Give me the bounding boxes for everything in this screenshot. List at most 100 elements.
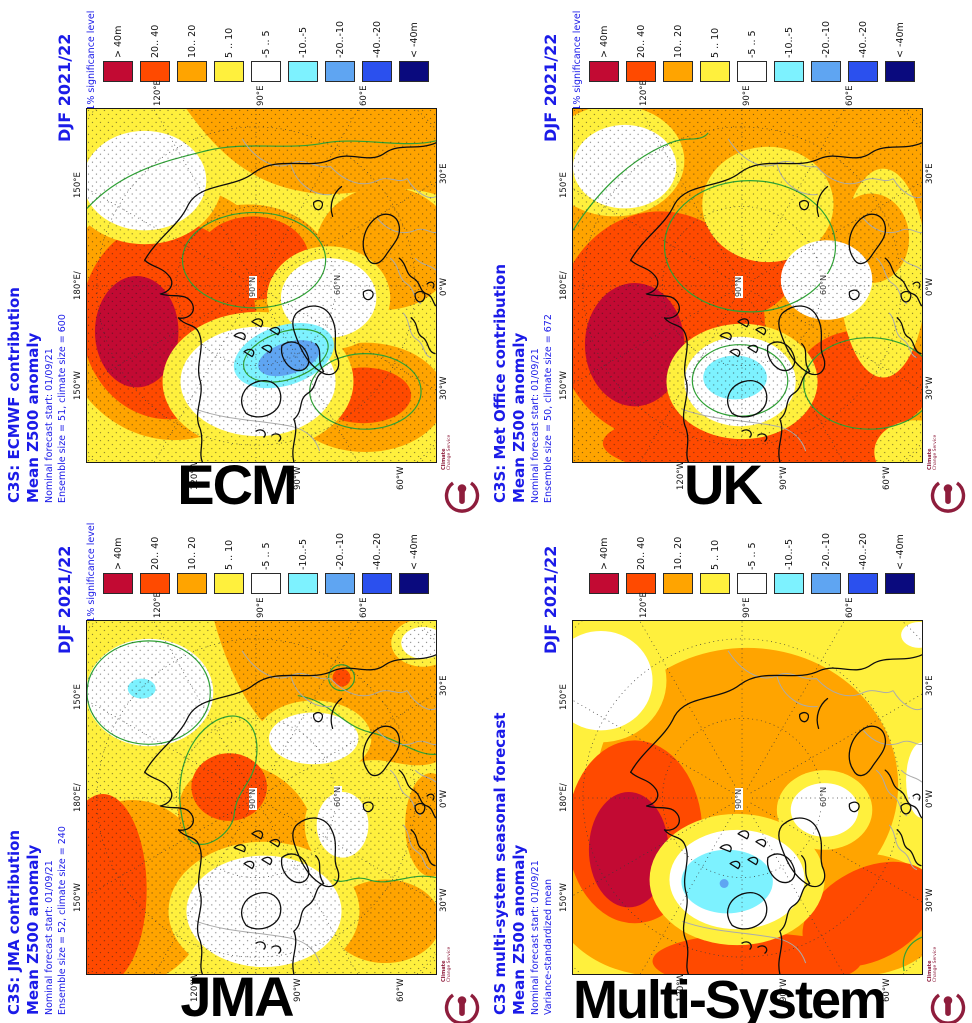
lon-label: 90°E: [256, 85, 266, 106]
legend-entry: -20..-10: [811, 0, 841, 104]
legend-label: -10..-5: [784, 538, 795, 570]
model-title-ecm: ECM: [177, 453, 297, 516]
legend-entry: 10.. 20: [177, 512, 207, 616]
forecast-start-label: Nominal forecast start: 01/09/21: [44, 348, 55, 503]
lon-label: 0°W: [439, 277, 449, 296]
period-label: DJF 2021/22: [55, 545, 74, 654]
logo-text-line2: Change Service: [447, 434, 452, 470]
legend-swatch: [214, 573, 244, 594]
lon-label: 30°E: [439, 675, 449, 696]
legend-swatch: [811, 61, 841, 82]
period-label: DJF 2021/22: [55, 33, 74, 142]
map-multi-system: [572, 620, 923, 975]
legend-entry: -20..-10: [325, 0, 355, 104]
lon-label: 90°E: [742, 597, 752, 618]
legend-label: -20..-10: [335, 20, 346, 58]
legend-entry: 20.. 40: [140, 0, 170, 104]
legend-label: < -40m: [895, 534, 906, 570]
lon-label: 0°W: [439, 789, 449, 808]
color-legend: > 40m 20.. 40 10.. 20 5 .. 10 -5 .. 5 -10..-5…: [589, 512, 915, 616]
lon-label: 60°E: [359, 85, 369, 106]
lon-label: 180°E/: [73, 783, 83, 812]
map-jma: [86, 620, 437, 975]
panel-ecm: DJF 2021/22 Solid contour at 1% signific…: [0, 0, 486, 516]
legend-swatch: [399, 573, 429, 594]
legend-swatch: [251, 61, 281, 82]
legend-entry: > 40m: [103, 0, 133, 104]
legend-entry: 20.. 40: [140, 512, 170, 616]
legend-swatch: [885, 573, 915, 594]
legend-swatch: [700, 61, 730, 82]
legend-label: > 40m: [599, 25, 610, 58]
legend-label: 20.. 40: [636, 536, 647, 570]
legend-swatch: [103, 573, 133, 594]
legend-label: 10.. 20: [187, 536, 198, 570]
legend-entry: 20.. 40: [626, 512, 656, 616]
legend-entry: 5 .. 10: [700, 0, 730, 104]
legend-label: -40..-20: [858, 532, 869, 570]
panel-subheader: Mean Z500 anomaly: [510, 332, 528, 503]
logo-text-line2: Change Service: [447, 946, 452, 982]
lon-label: 120°E: [153, 592, 163, 618]
legend-label: 10.. 20: [673, 536, 684, 570]
color-legend: > 40m 20.. 40 10.. 20 5 .. 10 -5 .. 5 -10..-5…: [589, 0, 915, 104]
legend-entry: 10.. 20: [177, 0, 207, 104]
legend-entry: > 40m: [589, 512, 619, 616]
legend-entry: -10..-5: [288, 512, 318, 616]
legend-label: -40..-20: [858, 20, 869, 58]
legend-swatch: [589, 61, 619, 82]
legend-swatch: [737, 573, 767, 594]
forecast-start-label: Nominal forecast start: 01/09/21: [44, 860, 55, 1015]
legend-entry: 20.. 40: [626, 0, 656, 104]
legend-entry: -40..-20: [848, 512, 878, 616]
c3s-thermometer-icon: [930, 993, 966, 1023]
legend-swatch: [663, 573, 693, 594]
legend-entry: 10.. 20: [663, 512, 693, 616]
legend-swatch: [251, 573, 281, 594]
legend-swatch: [885, 61, 915, 82]
legend-label: < -40m: [409, 22, 420, 58]
legend-label: -10..-5: [298, 538, 309, 570]
legend-entry: -40..-20: [362, 0, 392, 104]
panel-uk: DJF 2021/22 Solid contour at 1% signific…: [486, 0, 972, 513]
legend-swatch: [177, 573, 207, 594]
c3s-thermometer-icon: [930, 481, 966, 513]
lon-label: 90°E: [742, 85, 752, 106]
legend-label: -10..-5: [784, 26, 795, 58]
map-graphic-jma: [87, 621, 436, 974]
legend-swatch: [325, 573, 355, 594]
map-uk: [572, 108, 923, 463]
legend-swatch: [626, 573, 656, 594]
pole-label: 90°N: [248, 787, 257, 810]
panel-header: C3S: Met Office contribution: [491, 263, 509, 503]
legend-label: 20.. 40: [150, 536, 161, 570]
lon-label: 90°E: [256, 597, 266, 618]
legend-entry: -40..-20: [362, 512, 392, 616]
lon-label: 150°E: [559, 684, 569, 710]
legend-label: 10.. 20: [673, 24, 684, 58]
legend-entry: 5 .. 10: [214, 0, 244, 104]
lon-label: 150°E: [73, 172, 83, 198]
lon-label: 30°E: [925, 675, 935, 696]
legend-label: -5 .. 5: [747, 30, 758, 58]
legend-entry: -10..-5: [288, 0, 318, 104]
legend-swatch: [140, 61, 170, 82]
legend-entry: -10..-5: [774, 0, 804, 104]
lon-label: 150°W: [559, 371, 569, 400]
legend-swatch: [737, 61, 767, 82]
legend-swatch: [399, 61, 429, 82]
legend-swatch: [848, 61, 878, 82]
legend-swatch: [589, 573, 619, 594]
map-ecm: [86, 108, 437, 463]
legend-label: > 40m: [113, 25, 124, 58]
legend-label: -5 .. 5: [261, 30, 272, 58]
legend-label: -20..-10: [821, 20, 832, 58]
color-legend: > 40m 20.. 40 10.. 20 5 .. 10 -5 .. 5 -10..-5…: [103, 0, 429, 104]
c3s-thermometer-icon: [444, 993, 480, 1023]
legend-entry: -5 .. 5: [737, 512, 767, 616]
legend-entry: < -40m: [399, 0, 429, 104]
lon-label: 0°W: [925, 277, 935, 296]
legend-entry: > 40m: [589, 0, 619, 104]
lon-label: 30°W: [925, 888, 935, 912]
